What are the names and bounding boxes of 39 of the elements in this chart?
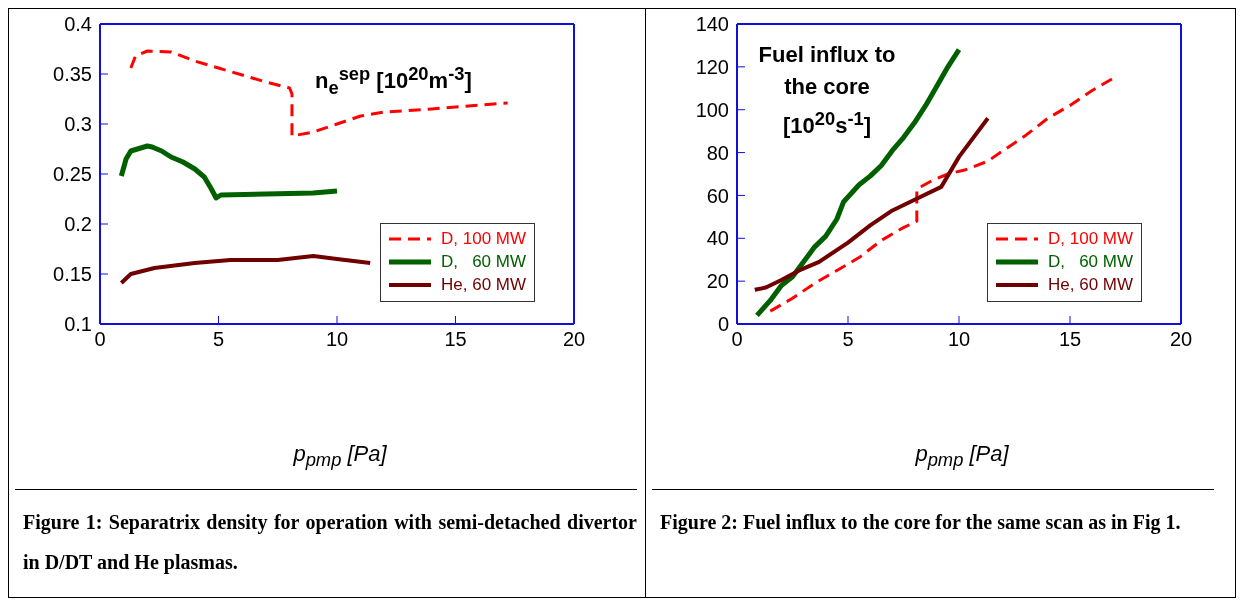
y-tick-label: 0 xyxy=(717,313,729,336)
y-tick-label: 0.3 xyxy=(64,113,92,136)
x-tick-label: 15 xyxy=(1058,328,1082,351)
x-tick-label: 10 xyxy=(325,328,349,351)
y-tick-label: 0.1 xyxy=(64,313,92,336)
y-tick-label: 20 xyxy=(706,270,729,293)
line-series xyxy=(119,254,373,285)
y-tick-label: 60 xyxy=(706,184,729,207)
legend-label: D, 60 MW xyxy=(1048,252,1134,273)
legend-label: D, 100 MW xyxy=(441,229,527,250)
y-tick-label: 0.2 xyxy=(64,213,92,236)
y-tick-label: 0.35 xyxy=(53,63,92,86)
legend-label: He, 60 MW xyxy=(1048,275,1134,296)
annotation: n$_{e}$$^{sep}$ [10$^{20}$m$^{-3}$] xyxy=(315,62,473,100)
x-tick-label: 20 xyxy=(562,328,586,351)
y-tick-label: 0.25 xyxy=(53,163,92,186)
x-tick-label: 10 xyxy=(947,328,971,351)
y-tick-label: 100 xyxy=(695,98,729,121)
x-tick-label: 5 xyxy=(212,328,225,351)
x-tick-label: 15 xyxy=(444,328,467,351)
x-tick-label: 5 xyxy=(842,328,854,351)
y-tick-label: 140 xyxy=(695,13,729,36)
x-axis-title: p$_{pmp}$ [Pa] xyxy=(292,441,388,472)
x-tick-label: 0 xyxy=(731,328,743,351)
y-tick-label: 0.15 xyxy=(53,263,92,286)
y-tick-label: 40 xyxy=(706,227,729,250)
y-tick-label: 120 xyxy=(695,55,729,78)
legend-label: D, 60 MW xyxy=(441,252,527,273)
x-tick-label: 0 xyxy=(94,328,106,351)
annotation: Fuel influx to the core [10$^{20}$s$^{-1}$] xyxy=(757,41,897,141)
y-tick-label: 80 xyxy=(706,141,729,164)
line-series xyxy=(129,49,510,138)
caption: Figure 1: Separatrix density for operation with semi-detached divertor in D/DT and He plasmas. xyxy=(15,489,637,582)
legend-label: He, 60 MW xyxy=(441,275,527,296)
legend-label: D, 100 MW xyxy=(1048,229,1134,250)
x-tick-label: 20 xyxy=(1169,328,1193,351)
y-tick-label: 0.4 xyxy=(64,13,92,36)
x-axis-title: p$_{pmp}$ [Pa] xyxy=(914,441,1010,472)
caption: Figure 2: Fuel influx to the core for the same scan as in Fig 1. xyxy=(652,489,1214,542)
